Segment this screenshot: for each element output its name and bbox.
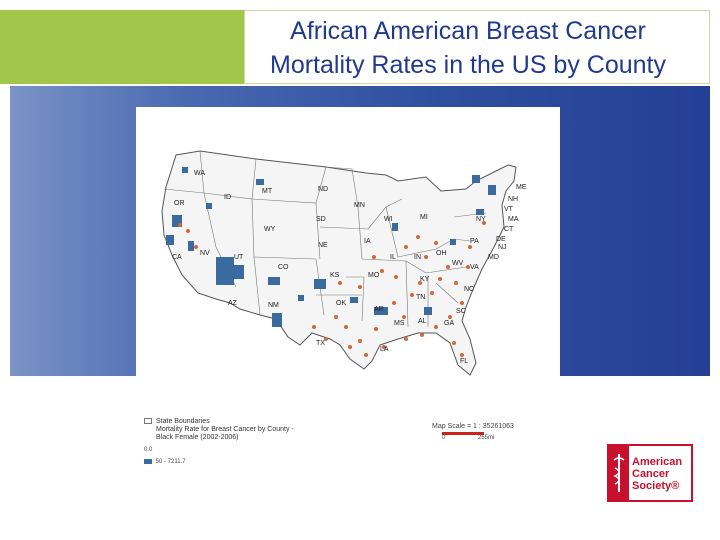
state-label: AL xyxy=(418,318,427,325)
logo-red-block xyxy=(609,446,629,500)
state-label: IN xyxy=(414,254,421,261)
scale-tick-1: 255mi xyxy=(478,435,495,441)
legend-title-1: State Boundaries xyxy=(156,418,210,425)
state-label: NH xyxy=(508,196,518,203)
legend-swatch-outline xyxy=(144,418,152,424)
legend-title-2: Mortality Rate for Breast Cancer by Coun… xyxy=(156,426,294,433)
logo-line-3: Society® xyxy=(632,480,680,492)
us-outline xyxy=(161,150,517,376)
title-box xyxy=(244,10,710,84)
logo-line-1: American xyxy=(632,456,683,468)
state-label: SC xyxy=(456,308,466,315)
state-label: FL xyxy=(460,358,468,365)
state-label: KS xyxy=(330,272,340,279)
scale-tick-0: 0 xyxy=(442,435,446,441)
us-map-svg: WA OR ID MT ND MN WI MI ME NH VT MA CT N… xyxy=(161,150,527,376)
state-label: LA xyxy=(380,346,389,353)
state-label: DE xyxy=(496,236,506,243)
state-label: NV xyxy=(200,250,210,257)
us-county-map: WA OR ID MT ND MN WI MI ME NH VT MA CT N… xyxy=(136,107,560,397)
state-label: WV xyxy=(452,260,464,267)
state-label: PA xyxy=(470,238,479,245)
slide-title: African American Breast Cancer Mortality… xyxy=(226,14,710,82)
scale-label: Map Scale = 1 : 35261063 xyxy=(432,423,514,430)
state-label: NY xyxy=(476,216,486,223)
legend-bin-low: 0.0 xyxy=(144,446,384,454)
state-label: NM xyxy=(268,302,279,309)
legend-rate-subtitle: Black Female (2002-2006) xyxy=(144,434,384,442)
scale-ticks: 0 255mi xyxy=(432,435,572,443)
map-legend: State Boundaries Mortality Rate for Brea… xyxy=(144,418,384,466)
state-label: WY xyxy=(264,226,276,233)
state-label: MN xyxy=(354,202,365,209)
state-labels: WA OR ID MT ND MN WI MI ME NH VT MA CT N… xyxy=(172,170,527,365)
green-accent-bar xyxy=(0,10,244,84)
state-label: MI xyxy=(420,214,428,221)
title-line-1: African American Breast Cancer xyxy=(290,17,646,45)
state-label: CT xyxy=(504,226,514,233)
state-label: CO xyxy=(278,264,289,271)
state-label: VT xyxy=(504,206,514,213)
state-label: WI xyxy=(384,216,393,223)
legend-rate-title: Mortality Rate for Breast Cancer by Coun… xyxy=(144,426,384,434)
title-line-2: Mortality Rates in the US by County xyxy=(270,51,666,79)
american-cancer-society-logo: American Cancer Society® xyxy=(607,444,693,502)
state-label: ID xyxy=(224,194,231,201)
scale-bar xyxy=(442,432,484,435)
high-rate-counties xyxy=(166,167,496,327)
state-label: AR xyxy=(374,306,384,313)
state-label: VA xyxy=(470,264,479,271)
legend-swatch-blue xyxy=(144,458,152,464)
state-label: IA xyxy=(364,238,371,245)
legend-bin-high: 50 - 7211.7 xyxy=(144,458,384,466)
state-boundaries xyxy=(163,150,487,328)
state-label: TX xyxy=(316,340,325,347)
legend-title-3: Black Female (2002-2006) xyxy=(156,434,239,441)
state-label: MT xyxy=(262,188,273,195)
legend-state-boundaries: State Boundaries xyxy=(144,418,384,426)
state-label: NE xyxy=(318,242,328,249)
logo-line-2: Cancer xyxy=(632,468,670,480)
state-label: GA xyxy=(444,320,454,327)
state-label: AZ xyxy=(228,300,238,307)
state-label: IL xyxy=(390,254,396,261)
state-label: SD xyxy=(316,216,326,223)
state-label: ME xyxy=(516,184,527,191)
state-label: TN xyxy=(416,294,425,301)
state-label: MD xyxy=(488,254,499,261)
state-label: NC xyxy=(464,286,474,293)
map-scale: Map Scale = 1 : 35261063 0 255mi xyxy=(432,423,572,443)
legend-bin-1-label: 0.0 xyxy=(144,447,153,453)
state-label: MO xyxy=(368,272,380,279)
legend-bin-2-label: 50 - 7211.7 xyxy=(155,459,186,465)
state-label: MS xyxy=(394,320,405,327)
state-label: OH xyxy=(436,250,447,257)
state-label: MA xyxy=(508,216,519,223)
orange-county-marks xyxy=(178,221,486,357)
state-label: NJ xyxy=(498,244,507,251)
state-label: ND xyxy=(318,186,328,193)
state-label: KY xyxy=(420,276,430,283)
state-label: WA xyxy=(194,170,205,177)
caduceus-icon xyxy=(613,454,625,492)
state-label: CA xyxy=(172,254,182,261)
state-label: OK xyxy=(336,300,346,307)
state-label: UT xyxy=(234,254,244,261)
state-label: OR xyxy=(174,200,185,207)
logo-text: American Cancer Society® xyxy=(632,456,682,492)
